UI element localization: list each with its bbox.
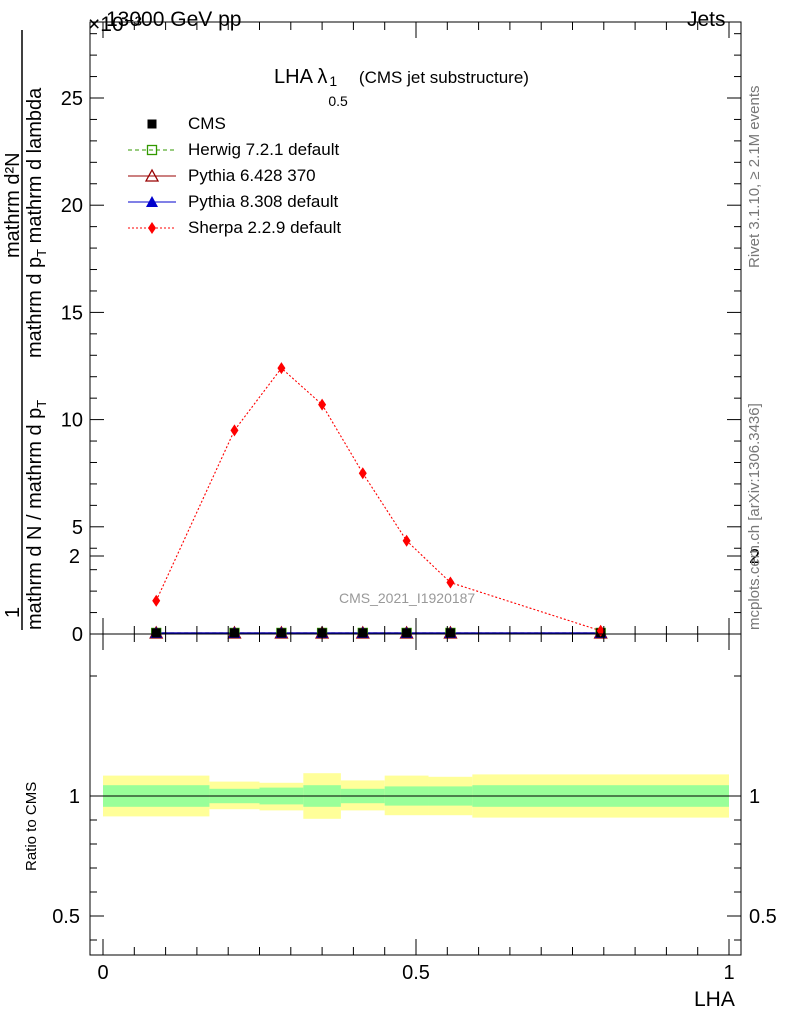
ratio-y-tick-label-right: 2 — [749, 546, 760, 568]
process-label: Jets — [687, 8, 726, 31]
legend-marker-pythia8 — [146, 196, 158, 207]
y-axis-label-numerator: mathrm d²N — [2, 152, 24, 258]
data-point-sherpa — [318, 398, 327, 411]
ratio-y-axis-label: Ratio to CMS — [23, 781, 40, 871]
x-tick-label: 1 — [723, 962, 734, 984]
data-point-sherpa — [230, 424, 239, 437]
ratio-y-tick-label: 0.5 — [52, 906, 80, 928]
data-point-cms — [358, 628, 368, 638]
x-axis-label: LHA — [694, 988, 735, 1011]
ratio-y-tick-label-right: 0.5 — [749, 906, 777, 928]
analysis-watermark: CMS_2021_I1920187 — [339, 590, 476, 606]
data-point-sherpa — [277, 362, 286, 375]
legend-marker-pythia6 — [144, 168, 160, 182]
legend-label-herwig: Herwig 7.2.1 default — [188, 140, 340, 159]
data-point-sherpa — [446, 576, 455, 589]
main-y-tick-label: 25 — [61, 88, 83, 110]
x-tick-label: 0 — [97, 962, 108, 984]
energy-label: 13000 GeV pp — [106, 8, 242, 31]
main-y-tick-label: 10 — [61, 410, 83, 432]
legend-label-sherpa: Sherpa 2.2.9 default — [188, 218, 342, 237]
x-tick-label: 0.5 — [402, 962, 430, 984]
data-point-cms — [151, 628, 161, 638]
legend-label-cms: CMS — [188, 114, 226, 133]
legend-label-pythia8: Pythia 8.308 default — [188, 192, 339, 211]
legend-label-pythia6: Pythia 6.428 370 — [188, 166, 316, 185]
y-axis-label-denominator: mathrm d pT mathrm d lambda — [24, 87, 49, 358]
ratio-y-tick-label-right: 1 — [749, 786, 760, 808]
plot-title: LHA λ 1 0.5 (CMS jet substructure) — [274, 66, 529, 109]
data-point-cms — [229, 628, 239, 638]
rivet-version-label: Rivet 3.1.10, ≥ 2.1M events — [746, 85, 763, 269]
ratio-y-tick-label: 1 — [69, 786, 80, 808]
legend-markers — [128, 119, 176, 234]
series-line-sherpa — [155, 367, 601, 632]
y-axis-label-line2: mathrm d N / mathrm d pT mathrm d lambda — [24, 399, 49, 630]
plot-title-main: LHA λ — [274, 66, 328, 88]
y-multiplier-label: ×10⁻³ — [88, 13, 142, 36]
legend-marker-sherpa — [148, 222, 156, 234]
data-point-cms — [276, 628, 286, 638]
plot-title-sup: 1 — [329, 73, 338, 89]
ratio-y-tick-label: 2 — [69, 546, 80, 568]
data-point-cms — [402, 628, 412, 638]
data-point-sherpa — [152, 594, 161, 607]
main-y-tick-label: 20 — [61, 195, 83, 217]
legend-marker-cms — [147, 119, 157, 129]
main-y-tick-label: 5 — [72, 517, 83, 539]
data-point-cms — [445, 628, 455, 638]
axes-group: 0 5 10 15 20 25 0 0.5 1 0.5 0.5 1 1 2 2 — [21, 21, 777, 984]
legend-marker-herwig — [146, 144, 158, 156]
plot-title-tail: (CMS jet substructure) — [358, 68, 529, 87]
mcplots-label: mcplots.cern.ch [arXiv:1306.3436] — [746, 403, 763, 630]
y-axis-label-line1: 1 — [2, 606, 24, 618]
main-y-tick-label: 0 — [72, 624, 83, 646]
main-y-tick-label: 15 — [61, 302, 83, 324]
data-point-sherpa — [358, 467, 367, 480]
plot-title-sub: 0.5 — [328, 93, 348, 109]
data-point-sherpa — [402, 534, 411, 547]
